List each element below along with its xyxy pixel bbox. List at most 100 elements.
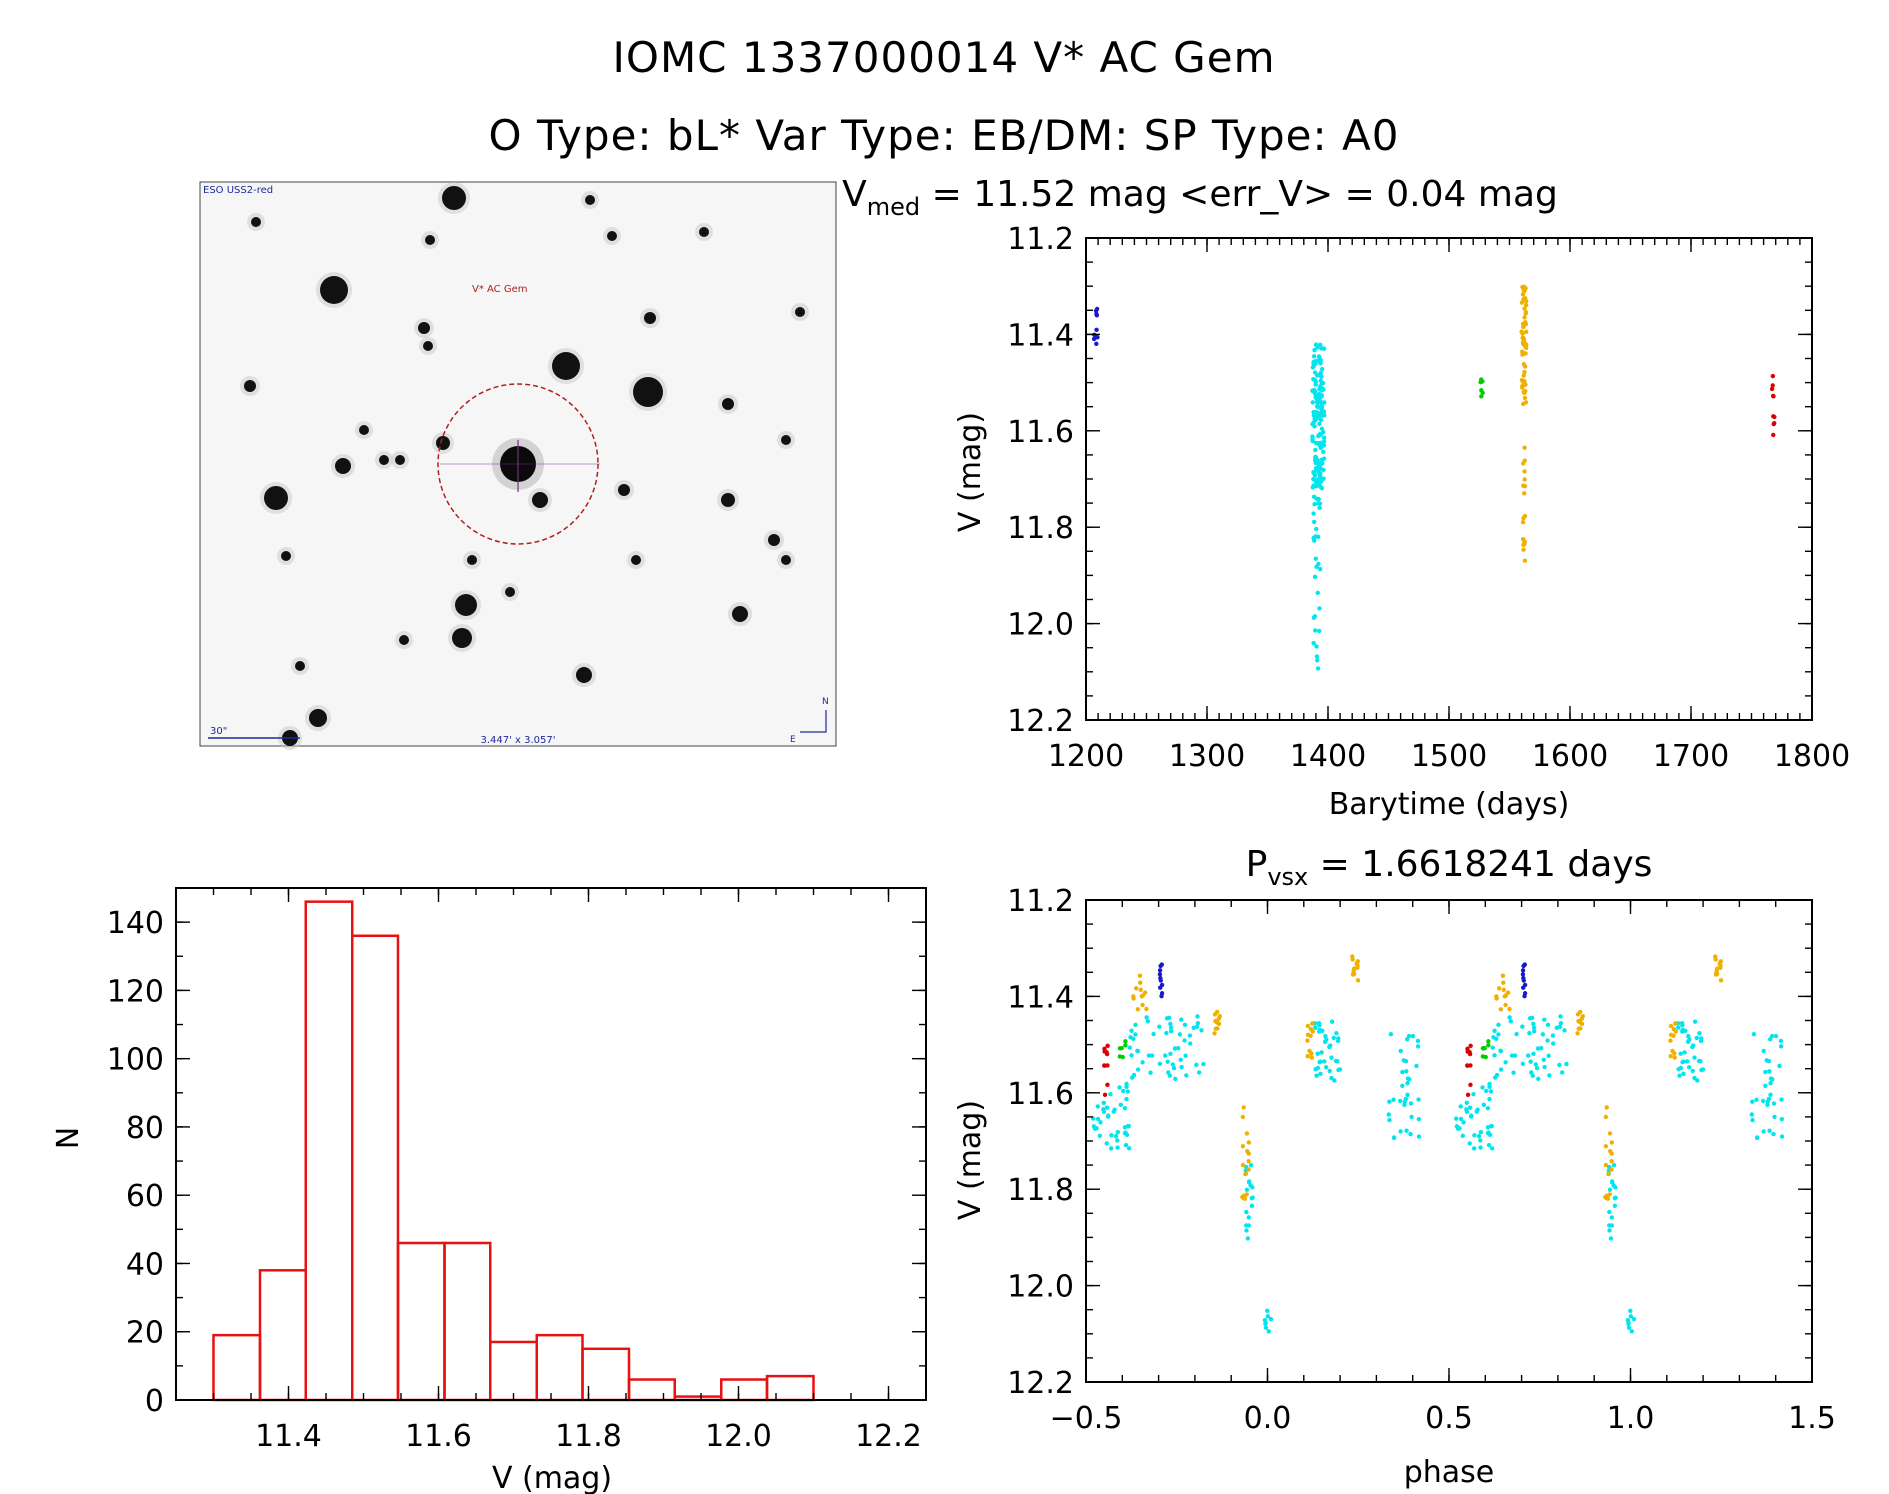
phase-curve-point [1263, 1325, 1269, 1330]
light-curve-point [1519, 329, 1524, 334]
phase-curve-point [1310, 1021, 1315, 1026]
phase-curve-point [1629, 1329, 1634, 1334]
phase-curve-point [1191, 1025, 1196, 1030]
finder-star [781, 435, 791, 445]
light-curve-point [1521, 461, 1526, 466]
phase-curve-point [1690, 1068, 1695, 1074]
phase-curve-point [1522, 991, 1528, 996]
phase-curve-point [1309, 1055, 1314, 1060]
phase-curve-point [1628, 1308, 1633, 1314]
phase-curve-point [1318, 1071, 1323, 1077]
phase-curve-point [1195, 1014, 1200, 1019]
phase-curve-point [1529, 1070, 1534, 1075]
phase-curve-point [1313, 1025, 1318, 1030]
light-curve-xtick-label: 1800 [1774, 739, 1850, 774]
phase-curve-point [1531, 1021, 1536, 1027]
phase-curve-point [1681, 1071, 1686, 1077]
phase-curve-point [1196, 1070, 1202, 1075]
phase-curve-point [1105, 1043, 1110, 1048]
phase-curve-point [1402, 1102, 1407, 1108]
light-curve-point [1312, 574, 1318, 580]
finder-star [418, 322, 430, 334]
light-curve-point [1314, 644, 1319, 649]
finder-star [244, 380, 256, 392]
phase-curve-point [1173, 1076, 1178, 1082]
histogram-xlabel: V (mag) [492, 1461, 612, 1494]
phase-curve-point [1522, 982, 1528, 988]
light-curve-point [1315, 441, 1321, 446]
finder-scale-label: 30" [210, 726, 227, 737]
phase-curve-point [1492, 1028, 1497, 1033]
phase-curve-point [1520, 972, 1526, 977]
phase-curve-point [1400, 1069, 1405, 1075]
phase-curve-point [1498, 1048, 1503, 1054]
phase-curve-point [1607, 1209, 1612, 1215]
phase-curve-point [1406, 1033, 1412, 1039]
phase-curve-point [1612, 1203, 1618, 1209]
light-curve-xtick-label: 1400 [1290, 739, 1366, 774]
phase-curve-point [1250, 1195, 1255, 1200]
phase-curve-point [1528, 1059, 1533, 1064]
phase-curve-point [1314, 1073, 1319, 1078]
phase-curve-point [1137, 973, 1143, 978]
phase-curve-point [1766, 1058, 1772, 1064]
phase-curve-point [1507, 1006, 1512, 1012]
phase-curve-point [1244, 1228, 1249, 1233]
phase-curve-point [1468, 1043, 1473, 1048]
light-curve-point [1094, 327, 1099, 333]
light-curve-point [1521, 547, 1526, 552]
phase-curve-point [1718, 978, 1724, 983]
phase-curve-point [1576, 1018, 1581, 1024]
phase-curve-point [1468, 1063, 1473, 1068]
phase-curve-point [1606, 1171, 1611, 1177]
phase-curve-point [1521, 963, 1526, 969]
phase-curve-point [1607, 1228, 1612, 1233]
histogram-bar [765, 1374, 815, 1402]
phase-curve-point [1472, 1133, 1477, 1138]
phase-curve-point [1464, 1109, 1470, 1114]
light-curve-ytick-label: 11.6 [1007, 415, 1074, 450]
light-curve-point [1321, 449, 1326, 454]
phase-curve-point [1503, 1002, 1508, 1008]
phase-curve-point [1122, 1131, 1128, 1136]
phase-curve-point [1769, 1033, 1775, 1039]
phase-curve-point [1603, 1114, 1609, 1120]
phase-curve-point [1315, 1065, 1321, 1071]
light-curve-point [1315, 396, 1320, 401]
phase-curve-point [1541, 1057, 1546, 1063]
phase-curve-point [1763, 1083, 1768, 1089]
phase-curve-point [1409, 1114, 1414, 1120]
histogram-ytick-label: 100 [107, 1043, 164, 1078]
light-curve-point [1519, 300, 1525, 305]
light-curve-point [1313, 556, 1318, 561]
light-curve-point [1321, 387, 1326, 392]
phase-curve-point [1464, 1100, 1470, 1106]
light-curve-point [1523, 303, 1529, 308]
phase-curve-point [1534, 1066, 1540, 1071]
phase-curve-point [1487, 1096, 1492, 1102]
finder-star [359, 425, 369, 435]
phase-curve-point [1144, 1006, 1149, 1012]
phase-curve-point [1242, 1196, 1248, 1201]
phase-curve-point [1680, 1023, 1685, 1028]
phase-curve-point [1322, 1059, 1327, 1064]
phase-curve-point [1244, 1209, 1249, 1215]
phase-curve-point [1478, 1145, 1483, 1150]
phase-curve-point [1500, 973, 1506, 978]
phase-curve-point [1105, 1082, 1110, 1088]
histogram-ytick-label: 80 [126, 1111, 164, 1146]
light-curve-point [1771, 432, 1776, 438]
phase-curve-point [1717, 961, 1722, 966]
phase-curve-point [1460, 1133, 1466, 1139]
phase-curve-point [1387, 1117, 1392, 1123]
phase-curve-point [1608, 1236, 1614, 1241]
light-curve-point [1319, 403, 1324, 408]
phase-curve-point [1355, 978, 1361, 983]
phase-curve-point [1334, 1031, 1339, 1036]
phase-curve-point [1151, 1031, 1156, 1037]
phase-curve-point [1751, 1031, 1757, 1037]
histogram-ytick-label: 0 [145, 1384, 164, 1419]
histogram-bar [212, 1333, 262, 1402]
phase-curve-point [1317, 1023, 1322, 1028]
light-curve-point [1312, 347, 1317, 353]
